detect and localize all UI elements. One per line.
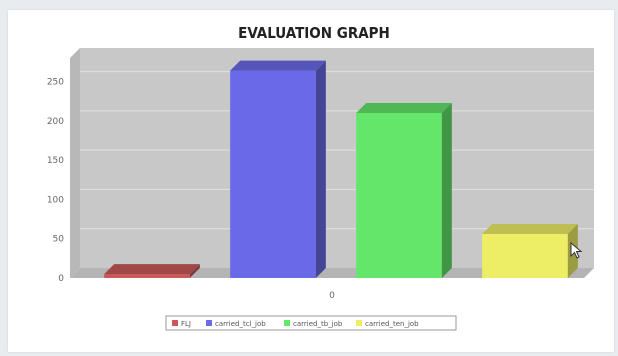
y-tick-label: 50 [53, 235, 65, 245]
legend-label: carried_tb_job [293, 320, 343, 328]
bar-top [230, 60, 326, 71]
bar-top [104, 264, 200, 275]
y-tick-label: 250 [47, 78, 64, 88]
legend-swatch [206, 320, 212, 326]
chart-title: EVALUATION GRAPH [238, 24, 390, 42]
bar-side [189, 264, 200, 278]
bar-carried_tb_job [356, 103, 452, 278]
bar-FLJ [104, 264, 200, 278]
bar-group [104, 60, 578, 279]
y-tick-label: 0 [58, 274, 64, 284]
bar-carried_ten_job [482, 224, 578, 278]
bar-top [356, 103, 452, 113]
legend-label: carried_tcl_job [215, 320, 266, 328]
bar-front [356, 113, 442, 278]
plot-floor [70, 268, 594, 278]
y-tick-label: 150 [47, 156, 64, 166]
legend-label: FLJ [181, 320, 191, 328]
y-axis: 0 50 100 150 200 250 [47, 78, 64, 284]
bar-side [315, 60, 326, 279]
chart-window: EVALUATION GRAPH 0 50 100 150 200 250 0 FLJ ca… [8, 10, 614, 352]
legend-swatch [356, 320, 362, 326]
x-tick-label: 0 [329, 291, 335, 301]
legend-label: carried_ten_job [365, 320, 419, 328]
y-tick-label: 200 [47, 117, 64, 127]
bar-side [441, 103, 452, 278]
bar-front [230, 70, 316, 278]
bar-front [482, 234, 568, 278]
x-axis: 0 [329, 291, 335, 301]
y-tick-label: 100 [47, 195, 64, 205]
plot-side-wall [70, 48, 80, 278]
evaluation-chart: EVALUATION GRAPH 0 50 100 150 200 250 0 FLJ ca… [47, 24, 594, 331]
legend-swatch [284, 320, 290, 326]
legend-swatch [172, 320, 178, 326]
legend-box [165, 315, 457, 331]
plot-area [70, 48, 594, 278]
legend: FLJ carried_tcl_job carried_tb_job carried_… [165, 315, 457, 331]
bar-top [482, 224, 578, 234]
bar-carried_tcl_job [230, 60, 326, 279]
bar-front [104, 274, 190, 278]
mouse-pointer-icon [570, 242, 583, 259]
